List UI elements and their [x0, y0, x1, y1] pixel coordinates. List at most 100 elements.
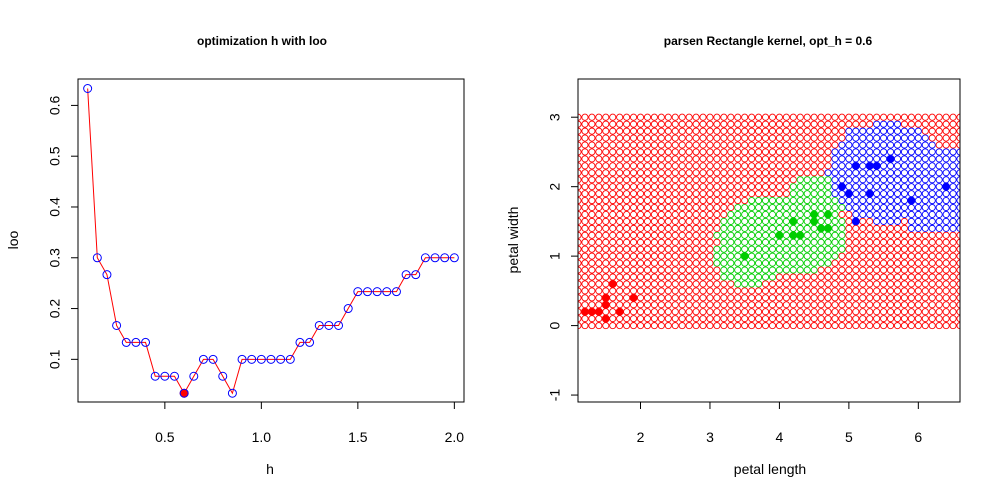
- grid-point-green: [818, 211, 824, 217]
- grid-point-blue: [867, 128, 873, 134]
- grid-point-red: [839, 260, 845, 266]
- grid-point-red: [825, 322, 831, 328]
- grid-point-red: [665, 260, 671, 266]
- grid-point-green: [769, 232, 775, 238]
- grid-point-green: [790, 211, 796, 217]
- grid-point-red: [589, 128, 595, 134]
- grid-point-green: [804, 191, 810, 197]
- grid-point-red: [637, 316, 643, 322]
- grid-point-red: [679, 170, 685, 176]
- grid-point-red: [589, 191, 595, 197]
- grid-point-red: [610, 267, 616, 273]
- grid-point-red: [624, 135, 630, 141]
- grid-point-red: [589, 114, 595, 120]
- right-plot-frame: [578, 79, 960, 402]
- grid-point-blue: [881, 135, 887, 141]
- grid-point-green: [735, 274, 741, 280]
- grid-point-red: [832, 281, 838, 287]
- grid-point-red: [693, 121, 699, 127]
- grid-point-red: [735, 191, 741, 197]
- grid-point-red: [860, 309, 866, 315]
- grid-point-red: [901, 260, 907, 266]
- grid-point-red: [846, 302, 852, 308]
- grid-point-red: [922, 253, 928, 259]
- grid-point-red: [853, 225, 859, 231]
- grid-point-red: [846, 309, 852, 315]
- grid-point-red: [700, 211, 706, 217]
- grid-point-red: [797, 142, 803, 148]
- grid-point-red: [776, 309, 782, 315]
- grid-point-blue: [908, 211, 914, 217]
- grid-point-red: [582, 135, 588, 141]
- grid-point-green: [714, 246, 720, 252]
- grid-point-green: [783, 267, 789, 273]
- grid-point-red: [818, 288, 824, 294]
- grid-point-red: [658, 211, 664, 217]
- grid-point-red: [589, 149, 595, 155]
- grid-point-red: [603, 253, 609, 259]
- grid-point-red: [672, 211, 678, 217]
- grid-point-blue: [846, 197, 852, 203]
- left-y-tick-label: 0.1: [47, 349, 63, 369]
- grid-point-blue: [915, 191, 921, 197]
- grid-point-red: [735, 142, 741, 148]
- grid-point-red: [790, 121, 796, 127]
- grid-point-red: [735, 149, 741, 155]
- grid-point-green: [797, 218, 803, 224]
- grid-point-red: [790, 281, 796, 287]
- grid-point-red: [728, 204, 734, 210]
- grid-point-red: [672, 225, 678, 231]
- grid-point-blue: [867, 142, 873, 148]
- grid-point-red: [665, 253, 671, 259]
- grid-point-red: [617, 114, 623, 120]
- grid-point-red: [665, 128, 671, 134]
- grid-point-red: [624, 267, 630, 273]
- grid-point-red: [790, 309, 796, 315]
- grid-point-red: [783, 184, 789, 190]
- grid-point-red: [929, 267, 935, 273]
- grid-point-green: [755, 274, 761, 280]
- grid-point-red: [742, 114, 748, 120]
- grid-point-blue: [936, 197, 942, 203]
- grid-point-red: [790, 288, 796, 294]
- grid-point-red: [630, 177, 636, 183]
- grid-point-red: [693, 267, 699, 273]
- grid-point-red: [568, 163, 574, 169]
- grid-point-blue: [846, 142, 852, 148]
- grid-point-red: [665, 322, 671, 328]
- grid-point-green: [749, 260, 755, 266]
- grid-point-blue: [922, 225, 928, 231]
- grid-point-red: [894, 302, 900, 308]
- grid-point-red: [617, 322, 623, 328]
- grid-point-green: [811, 184, 817, 190]
- grid-point-red: [742, 163, 748, 169]
- grid-point-green: [804, 260, 810, 266]
- grid-point-red: [651, 267, 657, 273]
- grid-point-red: [603, 128, 609, 134]
- grid-point-red: [603, 170, 609, 176]
- grid-point-red: [728, 177, 734, 183]
- grid-point-red: [922, 239, 928, 245]
- grid-point-red: [610, 309, 616, 315]
- grid-point-red: [749, 142, 755, 148]
- grid-point-red: [783, 114, 789, 120]
- grid-point-green: [797, 204, 803, 210]
- grid-point-red: [582, 156, 588, 162]
- grid-point-red: [776, 288, 782, 294]
- grid-point-green: [797, 239, 803, 245]
- grid-point-green: [811, 246, 817, 252]
- grid-point-blue: [943, 218, 949, 224]
- grid-point-blue: [950, 163, 956, 169]
- grid-point-red: [950, 239, 956, 245]
- grid-point-red: [818, 121, 824, 127]
- grid-point-red: [811, 170, 817, 176]
- grid-point-red: [644, 149, 650, 155]
- grid-point-red: [651, 211, 657, 217]
- grid-point-red: [665, 114, 671, 120]
- grid-point-blue: [936, 163, 942, 169]
- grid-point-red: [707, 267, 713, 273]
- grid-point-red: [721, 281, 727, 287]
- grid-point-red: [887, 239, 893, 245]
- grid-point-green: [783, 239, 789, 245]
- grid-point-red: [874, 316, 880, 322]
